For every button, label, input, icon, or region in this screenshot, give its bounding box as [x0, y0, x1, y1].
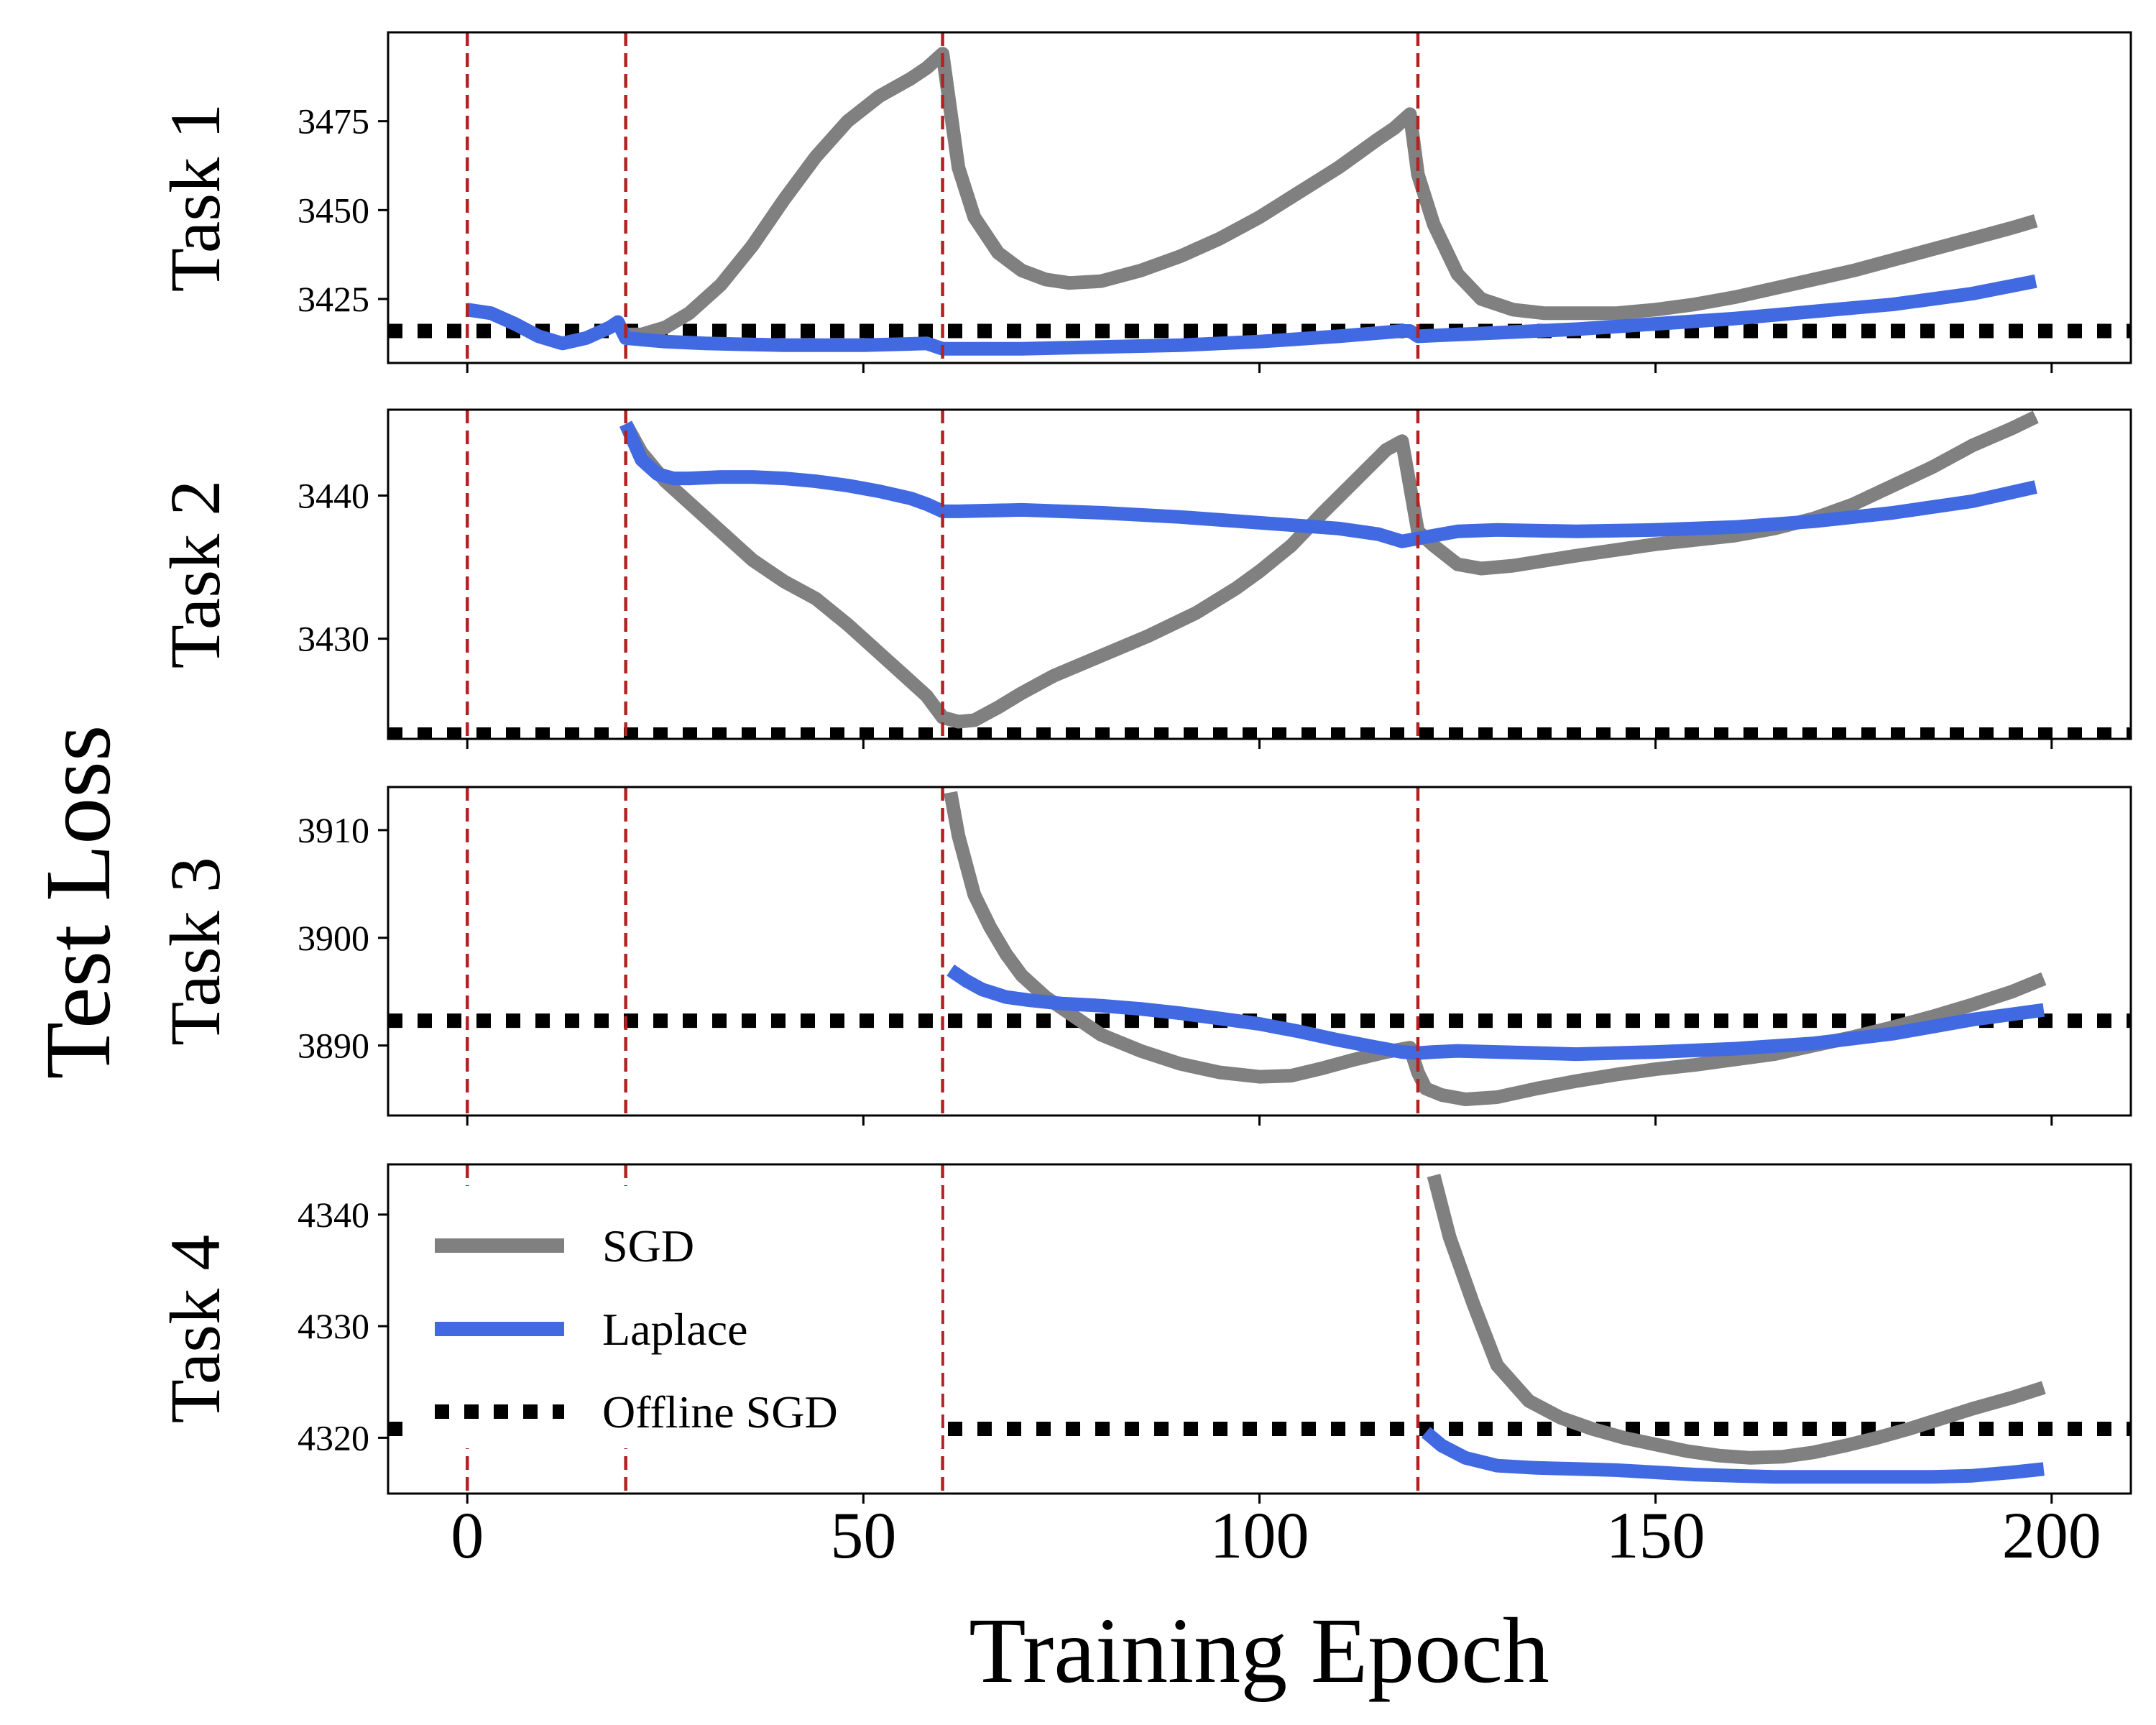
sgd-series-line — [625, 47, 2038, 341]
panels: 3425 3450 3475 Task 1 3430 3440 Task 2 3890 3900… — [155, 31, 2132, 1504]
y-tick-label: 4330 — [298, 1306, 369, 1346]
panel-task-1: 3425 3450 3475 Task 1 — [155, 31, 2132, 373]
y-tick-label: 3475 — [298, 101, 369, 142]
panel-label: Task 1 — [155, 104, 235, 292]
x-tick-label: 150 — [1606, 1499, 1705, 1572]
plot-area — [388, 787, 2131, 1116]
x-tick-labels: 0 50 100 150 200 — [451, 1499, 2101, 1572]
laplace-series-line — [946, 964, 2045, 1062]
y-tick-label: 3900 — [298, 918, 369, 958]
laplace-series-line — [1421, 1427, 2045, 1484]
sgd-series-line — [619, 410, 2039, 729]
y-tick-label: 3425 — [298, 279, 369, 319]
panel-task-2: 3430 3440 Task 2 — [155, 408, 2132, 749]
x-tick-label: 0 — [451, 1499, 484, 1572]
plot-area — [388, 32, 2131, 363]
panel-task-3: 3890 3900 3910 Task 3 — [155, 786, 2132, 1126]
y-tick-label: 3430 — [298, 619, 369, 659]
y-tick-label: 3890 — [298, 1026, 369, 1066]
x-tick-label: 200 — [2002, 1499, 2101, 1572]
plot-area — [388, 410, 2131, 739]
y-tick-label: 3440 — [298, 475, 369, 515]
legend-label-laplace: Laplace — [602, 1304, 748, 1355]
panel-task-4: 4320 4330 4340 Task 4 — [155, 1163, 2132, 1504]
y-tick-label: 3450 — [298, 190, 369, 230]
x-tick-label: 50 — [830, 1499, 896, 1572]
laplace-series-line — [619, 421, 2037, 548]
legend: SGD Laplace Offline SGD — [410, 1186, 941, 1448]
legend-label-sgd: SGD — [602, 1220, 694, 1271]
panel-label: Task 2 — [155, 480, 235, 668]
sgd-series-line — [1427, 1174, 2046, 1465]
y-axis-label: Test Loss — [27, 725, 130, 1080]
laplace-series-line — [466, 274, 2037, 356]
y-tick-label: 4320 — [298, 1417, 369, 1458]
panel-label: Task 4 — [155, 1235, 235, 1423]
panel-label: Task 3 — [155, 857, 235, 1045]
y-tick-label: 3910 — [298, 810, 369, 850]
legend-label-offline-sgd: Offline SGD — [602, 1386, 838, 1438]
panel-frame — [387, 31, 2132, 364]
y-tick-label: 4340 — [298, 1195, 369, 1235]
panel-frame — [387, 786, 2132, 1117]
x-axis-label: Training Epoch — [969, 1599, 1549, 1703]
x-tick-label: 100 — [1210, 1499, 1309, 1572]
